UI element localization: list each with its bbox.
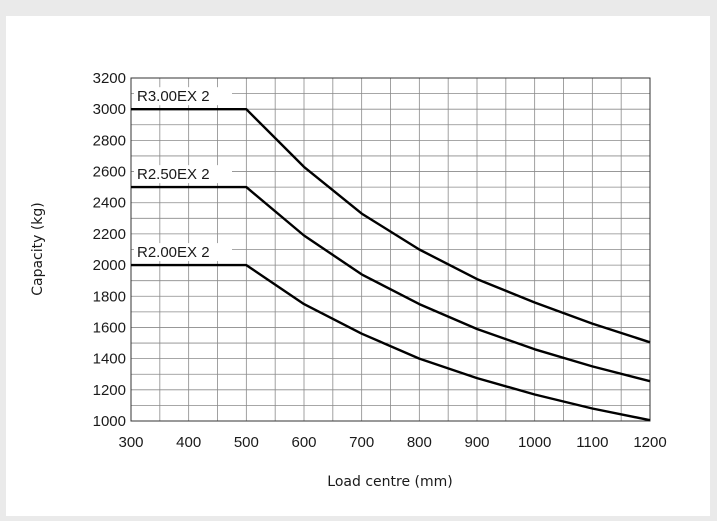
x-tick-label: 1100 [576,434,608,451]
series-label-1: R3.00EX 2 [137,88,210,105]
series-label-bg [134,87,232,106]
y-tick-label: 1600 [93,319,126,336]
labels: 300 400 500 600 700 800 900 1000 1100 1200 1000 120… [93,70,667,451]
series-label-bg [134,243,232,262]
x-tick-label: 800 [407,434,432,451]
x-tick-label: 400 [176,434,201,451]
x-tick-label: 1200 [633,434,666,451]
x-tick-label: 300 [118,434,143,451]
y-tick-label: 1400 [93,351,126,368]
series-lines [131,107,651,422]
series-label-bg [134,165,232,184]
series-line-1 [131,107,651,344]
x-tick-label: 500 [234,434,259,451]
series-line-2 [131,185,651,383]
y-tick-label: 3200 [93,70,126,87]
y-tick-label: 1000 [93,413,126,430]
y-axis-title: Capacity (kg) [30,202,46,296]
plot-frame [130,77,651,422]
x-tick-label: 600 [291,434,316,451]
x-axis-title: Load centre (mm) [327,474,452,490]
y-tick-label: 3000 [93,101,126,118]
y-tick-label: 1200 [93,382,126,399]
x-tick-label: 900 [464,434,489,451]
y-tick-label: 2800 [93,132,126,149]
x-tick-label: 1000 [518,434,551,451]
y-tick-label: 2000 [93,257,126,274]
y-tick-label: 2200 [93,226,126,243]
series-line-3 [131,263,651,422]
y-tick-label: 1800 [93,288,126,305]
plot-border [130,77,651,422]
y-tick-label: 2600 [93,164,126,181]
series-label-2: R2.50EX 2 [137,166,210,183]
series-label-3: R2.00EX 2 [137,244,210,261]
x-tick-label: 700 [349,434,374,451]
y-tick-label: 2400 [93,195,126,212]
